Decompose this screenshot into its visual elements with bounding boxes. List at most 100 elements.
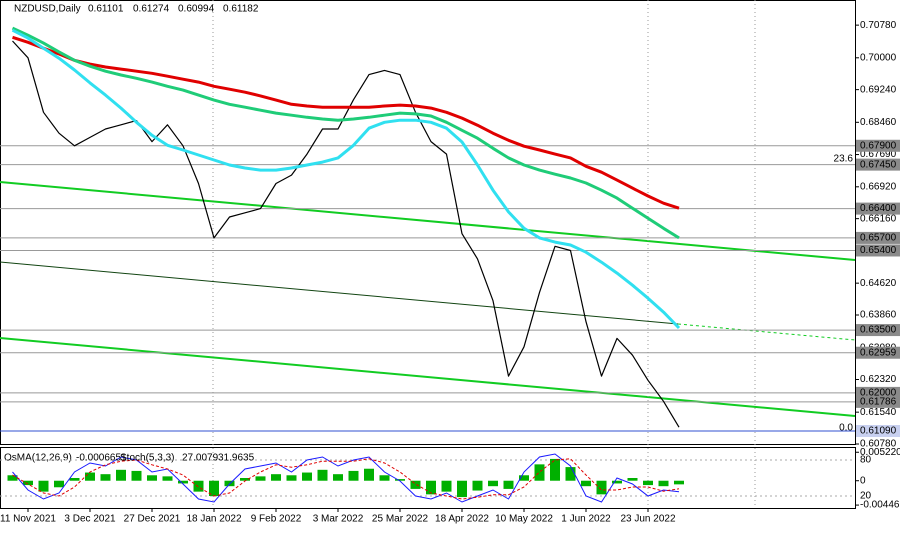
osma-bar bbox=[581, 480, 591, 487]
osma-bar bbox=[54, 480, 64, 488]
ohlc-value: 0.61182 bbox=[223, 4, 259, 15]
y-tick-label: 0.70000 bbox=[860, 52, 897, 63]
y-tick-label: 0.61540 bbox=[860, 407, 897, 418]
osma-bar bbox=[38, 480, 49, 492]
osma-bar bbox=[674, 480, 684, 485]
y-tick-label: 0.64620 bbox=[860, 278, 897, 289]
osma-bar bbox=[534, 464, 545, 481]
osma-bar bbox=[178, 480, 188, 484]
level-box bbox=[856, 202, 900, 215]
osma-bar bbox=[457, 480, 467, 498]
osma-bar bbox=[364, 468, 374, 481]
osma-bar bbox=[612, 480, 622, 484]
x-tick-label: 9 Feb 2022 bbox=[251, 514, 302, 525]
osma-bar bbox=[286, 475, 297, 481]
y-tick-label: -0.004466 bbox=[860, 500, 900, 511]
osma-bar bbox=[317, 469, 328, 481]
osma-bar bbox=[271, 474, 281, 481]
level-box bbox=[856, 158, 900, 171]
ohlc-value: 0.61274 bbox=[133, 4, 170, 15]
osma-bar bbox=[658, 480, 669, 487]
trend-line bbox=[0, 261, 679, 325]
moving-average bbox=[12, 35, 680, 210]
osma-bar bbox=[69, 478, 80, 481]
price-line bbox=[12, 40, 680, 428]
osma-bar bbox=[503, 480, 514, 489]
level-box bbox=[856, 395, 900, 408]
level-label: 0.62959 bbox=[860, 347, 897, 358]
osma-bar bbox=[550, 458, 560, 481]
osma-bar bbox=[348, 470, 359, 481]
indicator-value: 31.9635 bbox=[218, 453, 255, 464]
level-box bbox=[856, 139, 900, 152]
y2-tick-label: 20 bbox=[860, 491, 872, 502]
x-tick-label: 27 Dec 2021 bbox=[124, 514, 181, 525]
level-label: 0.67450 bbox=[860, 159, 897, 170]
osma-bar bbox=[441, 480, 452, 492]
indicator-name: OsMA(12,26,9) bbox=[4, 453, 72, 464]
osma-bar bbox=[333, 474, 343, 481]
level-label: 0.61786 bbox=[860, 397, 897, 408]
level-label: 0.61090 bbox=[860, 426, 897, 437]
osma-bar bbox=[116, 469, 126, 481]
fib-label: 23.6 bbox=[834, 154, 854, 165]
osma-bar bbox=[627, 478, 638, 481]
y-tick-label: 0.66920 bbox=[860, 181, 897, 192]
level-box bbox=[856, 244, 900, 257]
level-box bbox=[856, 425, 900, 438]
level-label: 0.63500 bbox=[860, 325, 897, 336]
indicator-value: -0.0006651 bbox=[76, 453, 127, 464]
trend-line bbox=[0, 181, 856, 261]
y-tick-label: 0.63860 bbox=[860, 310, 897, 321]
indicator-value: 27.0079 bbox=[182, 453, 219, 464]
osma-bar bbox=[426, 480, 436, 495]
chart-title: NZDUSD,Daily bbox=[14, 4, 81, 15]
osma-bar bbox=[410, 480, 421, 489]
osma-bar bbox=[23, 480, 33, 486]
osma-bar bbox=[255, 476, 266, 481]
osma-bar bbox=[472, 480, 483, 491]
moving-average bbox=[11, 28, 681, 330]
osma-bar bbox=[85, 472, 95, 481]
y-tick-label: 0.68460 bbox=[860, 117, 897, 128]
level-box bbox=[856, 324, 900, 337]
x-tick-label: 23 Jun 2022 bbox=[620, 514, 675, 525]
osma-bar bbox=[596, 480, 607, 495]
moving-average bbox=[11, 26, 680, 240]
y-tick-label: 0.0052207 bbox=[860, 447, 900, 458]
x-tick-label: 3 Mar 2022 bbox=[313, 514, 364, 525]
x-tick-label: 25 Mar 2022 bbox=[372, 514, 429, 525]
osma-bar bbox=[643, 480, 653, 486]
osma-bar bbox=[302, 472, 312, 481]
osma-bar bbox=[147, 475, 157, 481]
x-tick-label: 1 Jun 2022 bbox=[561, 514, 611, 525]
level-label: 0.65400 bbox=[860, 245, 897, 256]
x-tick-label: 11 Nov 2021 bbox=[0, 514, 56, 525]
stoch-line bbox=[12, 453, 680, 503]
y-tick-label: 0.67690 bbox=[860, 149, 897, 160]
ohlc-value: 0.60994 bbox=[178, 4, 215, 15]
x-tick-label: 18 Apr 2022 bbox=[435, 514, 489, 525]
osma-bar bbox=[162, 476, 173, 481]
y-tick-label: 0.70780 bbox=[860, 20, 897, 31]
level-box bbox=[856, 231, 900, 244]
osma-bar bbox=[209, 480, 219, 496]
osma-bar bbox=[193, 480, 204, 492]
osma-bar bbox=[395, 479, 405, 481]
stoch-line bbox=[12, 458, 680, 500]
y-tick-label: 0.60780 bbox=[860, 439, 897, 450]
fib-label: 0.0 bbox=[839, 423, 853, 434]
level-label: 0.67900 bbox=[860, 140, 897, 151]
x-tick-label: 18 Jan 2022 bbox=[186, 514, 241, 525]
main-frame bbox=[0, 0, 856, 445]
level-label: 0.62000 bbox=[860, 388, 897, 399]
level-box bbox=[856, 346, 900, 359]
osma-bar bbox=[488, 480, 498, 487]
y-tick-label: 0.62320 bbox=[860, 374, 897, 385]
x-tick-label: 10 May 2022 bbox=[495, 514, 553, 525]
indicator-name: Stoch(5,3,3) bbox=[120, 453, 174, 464]
osma-bar bbox=[7, 475, 18, 481]
